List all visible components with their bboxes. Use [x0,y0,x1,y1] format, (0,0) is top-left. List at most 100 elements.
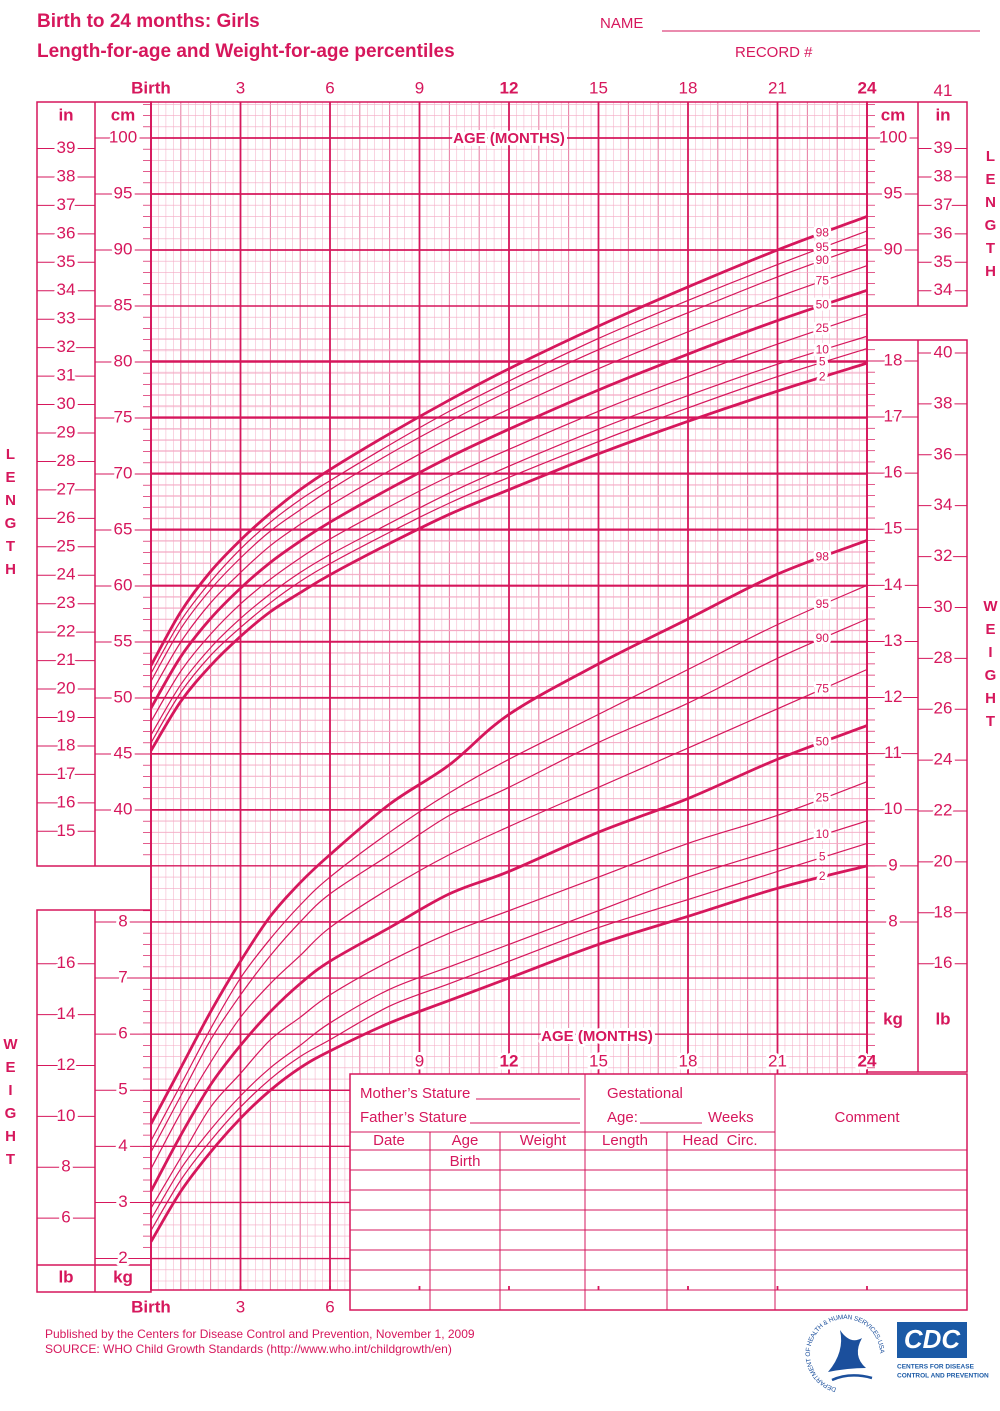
y-tick-label: 40 [114,799,133,818]
y-tick-label: 35 [934,252,953,271]
y-tick-label: 16 [57,953,76,972]
percentile-curve [150,230,868,674]
y-tick-label: 23 [57,593,76,612]
side-label: WEIGHT [982,598,999,736]
percentile-label: 98 [816,225,830,239]
percentile-curve [149,215,868,667]
column-header: Age [452,1132,479,1149]
birth-entry: Birth [450,1153,481,1170]
y-tick-label: 24 [934,750,953,769]
y-tick-label: 100 [109,127,137,146]
y-tick-label: 10 [57,1106,76,1125]
y-tick-label: 6 [61,1208,70,1227]
percentile-curve [149,288,868,709]
weeks: Weeks [708,1109,754,1126]
column-header: Date [373,1132,405,1149]
footer-source: SOURCE: WHO Child Growth Standards (http… [45,1342,452,1356]
y-tick-label: 37 [934,195,953,214]
y-tick-label: 35 [57,252,76,271]
y-tick-label: 13 [884,631,903,650]
percentile-curve [149,724,868,1192]
unit-label: cm [881,105,906,124]
y-tick-label: 50 [114,687,133,706]
table-frame [349,1073,968,1311]
percentile-label: 2 [819,869,826,883]
y-tick-label: 16 [57,792,76,811]
percentile-curve [150,842,868,1231]
unit-label: in [58,105,73,124]
unit-label: lb [935,1009,950,1028]
y-tick-label: 14 [884,575,903,594]
x-tick-label: 15 [589,78,608,97]
cdc-caption: CENTERS FOR DISEASE [897,1364,975,1371]
y-tick-label: 36 [934,444,953,463]
y-tick-label: 31 [57,366,76,385]
side-label: WEIGHT [2,1036,19,1174]
y-tick-label: 6 [118,1024,127,1043]
y-tick-label: 70 [114,463,133,482]
percentile-label: 90 [816,631,830,645]
percentile-curve [150,313,868,722]
column-header: Length [602,1132,648,1149]
percentile-curve [150,618,868,1153]
percentile-label: 50 [816,735,830,749]
x-tick-label: 6 [325,1297,334,1316]
y-tick-label: 95 [114,183,133,202]
y-tick-label: 20 [57,679,76,698]
y-tick-label: 38 [934,166,953,185]
title: Birth to 24 months: Girls [37,11,260,32]
side-label: LENGTH [982,148,999,286]
comment: Comment [834,1109,900,1126]
y-tick-label: 38 [57,166,76,185]
percentile-label: 50 [816,298,830,312]
hhs-eagle [831,1374,873,1382]
y-tick-label: 21 [57,650,76,669]
y-tick-label: 17 [57,764,76,783]
y-tick-label: 55 [114,631,133,650]
x-axis-title: AGE (MONTHS) [541,1028,653,1045]
percentile-label: 95 [816,240,830,254]
y-tick-label: 16 [934,953,953,972]
y-tick-label: 28 [934,648,953,667]
father-stature: Father’s Stature [360,1109,467,1126]
y-tick-label: 15 [884,519,903,538]
y-tick-label: 100 [879,127,907,146]
right-length-box [866,101,968,307]
x-tick-label: 3 [236,78,245,97]
percentile-curve [150,781,868,1209]
y-tick-label: 60 [114,575,133,594]
y-tick-label: 27 [57,479,76,498]
y-tick-label: 26 [934,699,953,718]
percentile-label: 98 [816,549,830,563]
percentile-curve [150,265,868,694]
x-axis-title: AGE (MONTHS) [453,130,565,147]
footer-published: Published by the Centers for Disease Con… [45,1327,475,1341]
mother-stature: Mother’s Stature [360,1085,470,1102]
y-tick-label: 34 [57,280,76,299]
y-tick-label: 90 [884,239,903,258]
percentile-label: 5 [819,355,826,369]
percentile-label: 10 [816,342,830,356]
percentile-label: 5 [819,850,826,864]
y-tick-label: 16 [884,463,903,482]
y-tick-label: 38 [934,393,953,412]
unit-label: kg [113,1267,133,1286]
curves [149,215,868,1243]
gestational-age: Age: [607,1109,638,1126]
x-tick-label: 12 [500,1051,519,1070]
x-tick-label: 21 [768,1051,787,1070]
y-tick-label: 34 [934,280,953,299]
y-tick-label: 17 [884,407,903,426]
y-tick-label: 39 [57,138,76,157]
percentile-curve [149,361,868,752]
percentile-curve [150,820,868,1220]
y-tick-label: 8 [61,1157,70,1176]
unit-label: cm [111,105,136,124]
y-tick-label: 14 [57,1004,76,1023]
y-tick-label: 30 [934,597,953,616]
table-lines [350,1074,967,1310]
y-tick-label: 36 [934,223,953,242]
percentile-curve [150,668,868,1170]
